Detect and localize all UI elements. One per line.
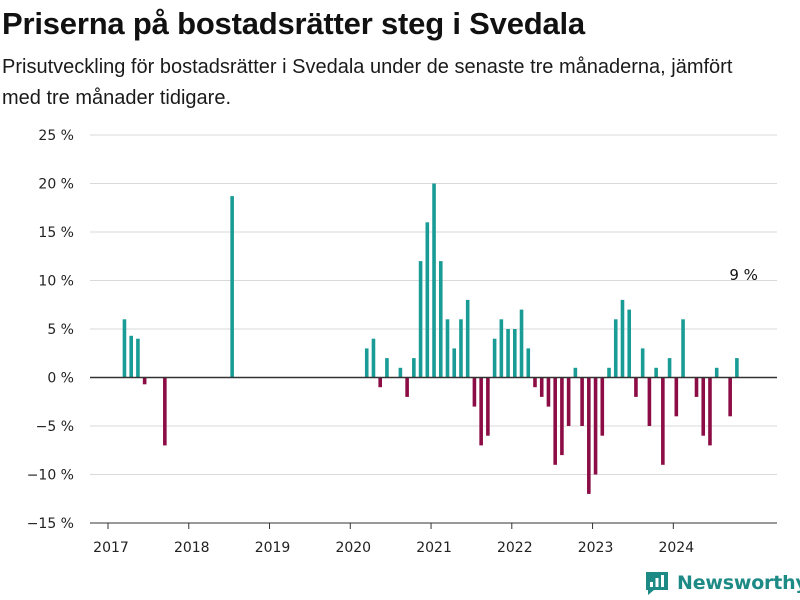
y-tick-label: 15 % xyxy=(38,225,74,241)
x-tick-label: 2021 xyxy=(416,540,452,556)
bar xyxy=(546,377,551,407)
bar xyxy=(573,367,578,378)
bar xyxy=(445,319,450,378)
bar xyxy=(607,367,611,378)
bar xyxy=(654,367,658,378)
x-tick-label: 2020 xyxy=(335,540,371,556)
bar xyxy=(398,367,403,378)
bar xyxy=(378,377,382,388)
bar xyxy=(681,319,685,378)
bar xyxy=(560,377,564,456)
bar xyxy=(580,377,584,426)
bar xyxy=(136,338,140,378)
brand-name: Newsworthy xyxy=(677,572,800,594)
bar xyxy=(499,319,504,378)
bar xyxy=(459,319,463,378)
y-tick-label: −15 % xyxy=(27,516,74,532)
bar xyxy=(620,299,625,378)
y-tick-label: 10 % xyxy=(38,274,74,290)
x-tick-label: 2022 xyxy=(497,540,533,556)
bar xyxy=(432,183,436,378)
bar xyxy=(634,377,638,397)
bar xyxy=(539,377,544,397)
bar xyxy=(506,329,510,378)
bar xyxy=(593,377,598,475)
bar xyxy=(613,319,618,378)
bar xyxy=(492,338,497,378)
x-tick-label: 2023 xyxy=(578,540,614,556)
bar xyxy=(708,377,712,446)
bar xyxy=(533,377,537,388)
y-tick-label: 20 % xyxy=(38,177,74,193)
bar xyxy=(438,261,443,378)
bar xyxy=(714,367,719,378)
bar xyxy=(674,377,679,417)
y-tick-label: 5 % xyxy=(47,322,74,338)
bar xyxy=(371,338,376,378)
y-tick-label: 25 % xyxy=(38,128,74,144)
page-title: Priserna på bostadsrätter steg i Svedala xyxy=(2,6,585,41)
bar xyxy=(418,261,423,378)
bar xyxy=(122,319,127,378)
bar xyxy=(600,377,605,436)
bar xyxy=(479,377,483,446)
bar xyxy=(728,377,732,417)
bar xyxy=(364,348,369,378)
bar xyxy=(667,358,672,378)
bar xyxy=(385,358,389,378)
x-tick-label: 2024 xyxy=(658,540,694,556)
bar xyxy=(566,377,571,426)
bar xyxy=(472,377,477,407)
bar xyxy=(142,377,147,385)
bar xyxy=(701,377,706,436)
latest-value-label: 9 % xyxy=(729,266,758,284)
newsworthy-logo-icon xyxy=(646,572,668,595)
x-tick-label: 2017 xyxy=(93,540,129,556)
bar xyxy=(587,377,591,494)
bar xyxy=(230,196,234,378)
bar xyxy=(129,335,133,378)
bar xyxy=(425,222,430,378)
bar xyxy=(486,377,490,436)
bar xyxy=(661,377,665,465)
bar xyxy=(465,299,470,378)
bar xyxy=(163,377,167,446)
bar xyxy=(553,377,557,465)
bar xyxy=(640,348,645,378)
bar xyxy=(526,348,531,378)
bar xyxy=(412,358,416,378)
y-tick-label: −10 % xyxy=(27,468,74,484)
y-tick-label: 0 % xyxy=(47,371,74,387)
brand-logo: Newsworthy xyxy=(644,568,800,598)
x-tick-label: 2018 xyxy=(174,540,210,556)
bar xyxy=(647,377,652,426)
bar xyxy=(405,377,409,397)
y-tick-label: −5 % xyxy=(36,419,74,435)
bar xyxy=(452,348,457,378)
bar xyxy=(513,329,517,378)
bar xyxy=(519,309,524,378)
bar xyxy=(694,377,699,397)
bar xyxy=(735,358,739,378)
page-subtitle: Prisutveckling för bostadsrätter i Sveda… xyxy=(2,56,733,109)
bar xyxy=(627,309,632,378)
x-tick-label: 2019 xyxy=(255,540,291,556)
